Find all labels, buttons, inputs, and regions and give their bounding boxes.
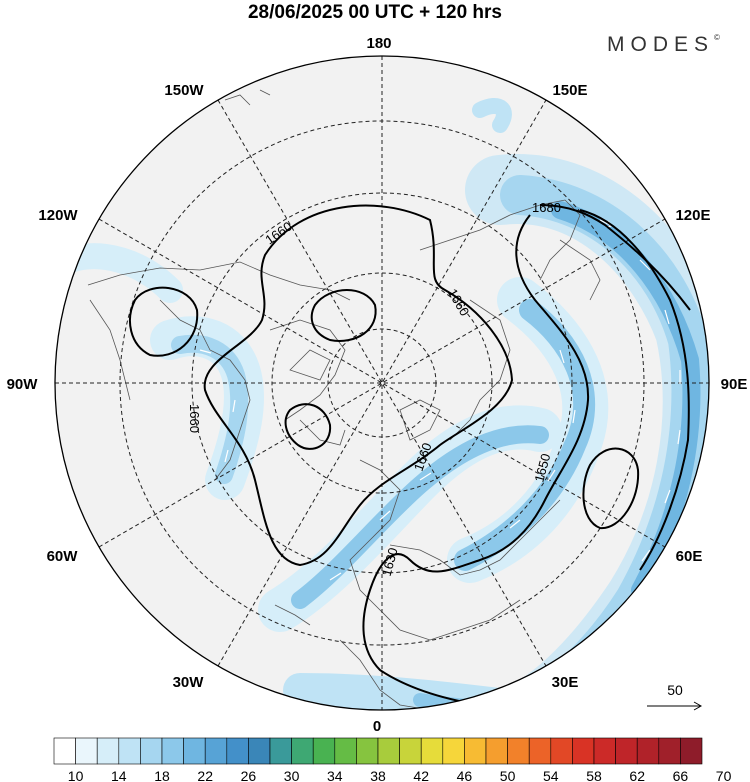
colorbar-tick-label: 46 [457, 768, 473, 782]
colorbar-tick-label: 22 [197, 768, 213, 782]
colorbar-tick-label: 30 [284, 768, 300, 782]
colorbar-swatch [550, 737, 573, 765]
brand-name: MODES [607, 33, 715, 56]
colorbar-swatch [572, 737, 595, 765]
colorbar-swatch [96, 737, 120, 765]
colorbar-tick-label: 34 [327, 768, 343, 782]
arrow-head-icon [693, 701, 703, 711]
lon-label-60e: 60E [676, 548, 703, 565]
contour-label: 1660 [187, 404, 202, 433]
colorbar-tick-label: 18 [154, 768, 170, 782]
colorbar-tick-label: 26 [241, 768, 257, 782]
map-title: 28/06/2025 00 UTC + 120 hrs [247, 2, 503, 23]
colorbar-swatch [464, 737, 487, 765]
colorbar-tick-label: 58 [586, 768, 602, 782]
colorbar-swatch [269, 737, 292, 765]
colorbar-tick-label: 66 [673, 768, 689, 782]
colorbar-swatch [53, 737, 76, 765]
map-boundary [54, 55, 710, 711]
colorbar-swatch [226, 737, 249, 765]
lon-label-120w: 120W [38, 207, 78, 224]
graticule [55, 56, 709, 710]
colorbar-tick-label: 38 [370, 768, 386, 782]
lon-label-120e: 120E [675, 207, 710, 224]
wind-reference-key: 50 [647, 682, 703, 711]
colorbar-swatch [312, 737, 336, 765]
colorbar-swatch [118, 737, 141, 765]
colorbar-swatch [204, 737, 228, 765]
colorbar-swatch [507, 737, 530, 765]
lon-label-0: 0 [373, 718, 381, 735]
colorbar-tick-label: 10 [68, 768, 84, 782]
colorbar-swatch [140, 737, 163, 765]
colorbar-swatch [356, 737, 379, 765]
colorbar-swatch [485, 737, 508, 765]
colorbar-tick-label: 14 [111, 768, 127, 782]
colorbar-swatch [377, 737, 400, 765]
height-contours [129, 204, 691, 706]
lon-label-150w: 150W [164, 82, 204, 99]
colorbar-tick-label: 54 [543, 768, 559, 782]
lon-label-90w: 90W [7, 376, 39, 393]
contour-label: 1650 [531, 452, 553, 484]
brand-logo: MODES© [607, 33, 720, 57]
contour-label: 1680 [532, 200, 561, 215]
colorbar-swatch [680, 737, 703, 765]
colorbar-tick-label: 42 [413, 768, 429, 782]
lon-label-150e: 150E [552, 82, 587, 99]
brand-mark: © [714, 33, 720, 42]
colorbar-swatch [658, 737, 681, 765]
lon-label-90e: 90E [721, 376, 748, 393]
lon-label-60w: 60W [47, 548, 79, 565]
colorbar-swatch [399, 737, 422, 765]
contour-label: 1630 [379, 546, 401, 578]
colorbar: 10 14 18 22 26 30 34 38 42 46 50 54 58 62 66 70 [53, 737, 732, 782]
lon-label-30e: 30E [552, 674, 579, 691]
colorbar-swatch [636, 737, 660, 765]
colorbar-swatch [615, 737, 638, 765]
colorbar-swatch [75, 737, 98, 765]
longitude-labels: 180 0 90W 90E 150W 120W 60W 30W 150E 120… [7, 35, 748, 735]
colorbar-swatch [248, 737, 271, 765]
lon-label-180: 180 [366, 35, 391, 52]
coastlines [87, 89, 601, 710]
wind-reference-label: 50 [667, 682, 683, 698]
colorbar-swatch [593, 737, 616, 765]
colorbar-swatch [161, 737, 184, 765]
colorbar-swatch [442, 737, 465, 765]
colorbar-swatch [528, 737, 552, 765]
colorbar-tick-label: 62 [629, 768, 645, 782]
colorbar-swatch [291, 737, 314, 765]
colorbar-swatch [334, 737, 357, 765]
map-disk: 1660 1660 1680 1660 1660 1650 1630 [55, 56, 709, 710]
lon-label-30w: 30W [173, 674, 205, 691]
colorbar-swatch [183, 737, 206, 765]
colorbar-tick-label: 50 [500, 768, 516, 782]
colorbar-tick-label: 70 [716, 768, 732, 782]
colorbar-swatch [420, 737, 444, 765]
